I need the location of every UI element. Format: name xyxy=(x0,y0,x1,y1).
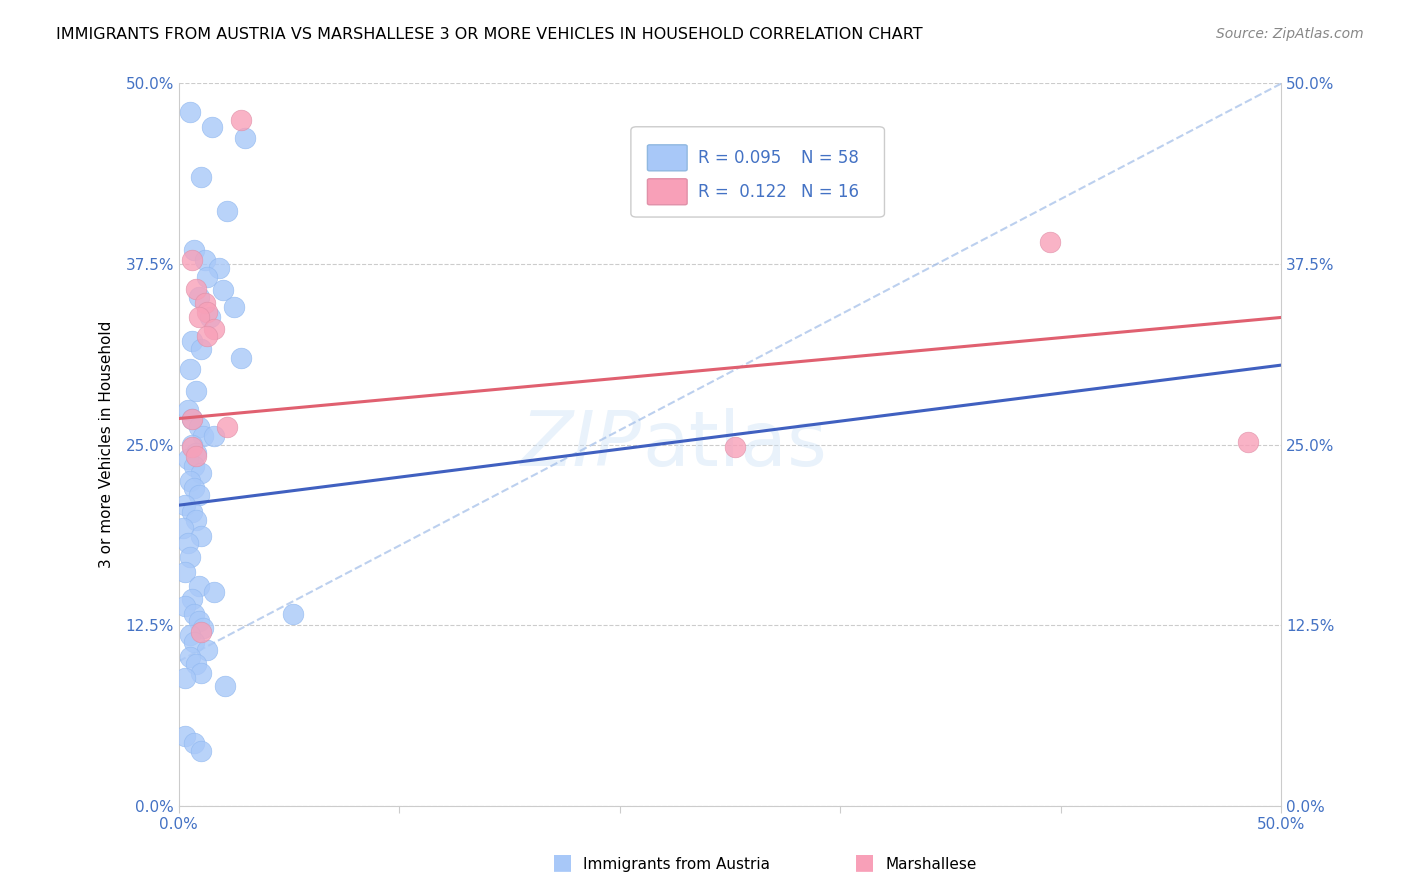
Text: Marshallese: Marshallese xyxy=(886,857,977,872)
Point xyxy=(202,429,225,443)
Point xyxy=(174,498,197,512)
Point xyxy=(197,304,219,318)
Text: atlas: atlas xyxy=(643,408,827,482)
Text: ■: ■ xyxy=(855,853,875,872)
FancyBboxPatch shape xyxy=(631,127,884,217)
FancyBboxPatch shape xyxy=(647,145,688,171)
Text: N = 58: N = 58 xyxy=(800,149,859,167)
Text: IMMIGRANTS FROM AUSTRIA VS MARSHALLESE 3 OR MORE VEHICLES IN HOUSEHOLD CORRELATI: IMMIGRANTS FROM AUSTRIA VS MARSHALLESE 3… xyxy=(56,27,922,42)
Point xyxy=(197,270,219,285)
Point xyxy=(191,621,214,635)
Point xyxy=(214,679,236,693)
Text: Source: ZipAtlas.com: Source: ZipAtlas.com xyxy=(1216,27,1364,41)
Point xyxy=(179,550,201,565)
Point xyxy=(186,384,208,398)
Point xyxy=(229,351,252,365)
Point xyxy=(217,203,239,218)
Text: ZIP: ZIP xyxy=(522,408,643,482)
Point xyxy=(187,420,209,434)
Point xyxy=(176,452,198,467)
Point xyxy=(183,459,205,474)
Point xyxy=(233,131,256,145)
Point xyxy=(179,628,201,642)
Point xyxy=(179,105,201,120)
Point xyxy=(197,642,219,657)
Point xyxy=(181,441,204,455)
Text: R =  0.122: R = 0.122 xyxy=(699,183,787,201)
Point xyxy=(202,322,225,336)
Point xyxy=(176,402,198,417)
Text: Immigrants from Austria: Immigrants from Austria xyxy=(583,857,770,872)
Point xyxy=(179,474,201,488)
Point xyxy=(187,579,209,593)
Point xyxy=(1039,235,1062,250)
Point xyxy=(186,513,208,527)
Point xyxy=(181,411,204,425)
Point xyxy=(174,729,197,743)
Point xyxy=(191,429,214,443)
Point xyxy=(183,635,205,649)
Point xyxy=(190,467,212,481)
Point xyxy=(181,505,204,519)
Point xyxy=(217,420,239,434)
Point xyxy=(174,672,197,686)
Point xyxy=(181,592,204,607)
Point xyxy=(174,599,197,614)
Point xyxy=(181,437,204,451)
Point xyxy=(186,657,208,671)
Point xyxy=(172,521,194,535)
Point xyxy=(187,488,209,502)
Point xyxy=(190,744,212,758)
Text: ■: ■ xyxy=(553,853,572,872)
FancyBboxPatch shape xyxy=(647,178,688,205)
Point xyxy=(190,625,212,640)
Point xyxy=(181,334,204,348)
Point xyxy=(176,535,198,549)
Text: N = 16: N = 16 xyxy=(800,183,859,201)
Point xyxy=(212,283,235,297)
Point xyxy=(187,614,209,628)
Point xyxy=(190,342,212,356)
Point xyxy=(229,112,252,127)
Point xyxy=(283,607,305,621)
Point xyxy=(183,737,205,751)
Point xyxy=(190,665,212,680)
Point xyxy=(202,584,225,599)
Text: R = 0.095: R = 0.095 xyxy=(699,149,782,167)
Point xyxy=(194,252,217,267)
Point xyxy=(1237,434,1260,449)
Point xyxy=(207,261,229,276)
Point xyxy=(190,528,212,542)
Point xyxy=(190,170,212,185)
Point xyxy=(723,441,745,455)
Point xyxy=(198,310,221,325)
Point xyxy=(186,281,208,295)
Point xyxy=(186,446,208,460)
Point xyxy=(187,310,209,325)
Point xyxy=(222,301,245,315)
Point xyxy=(201,120,224,134)
Point xyxy=(174,565,197,579)
Point xyxy=(181,252,204,267)
Point xyxy=(187,290,209,304)
Point xyxy=(179,362,201,376)
Y-axis label: 3 or more Vehicles in Household: 3 or more Vehicles in Household xyxy=(100,321,114,568)
Point xyxy=(186,449,208,463)
Point xyxy=(183,243,205,257)
Point xyxy=(179,649,201,664)
Point xyxy=(194,296,217,310)
Point xyxy=(197,329,219,343)
Point xyxy=(181,411,204,425)
Point xyxy=(183,607,205,621)
Point xyxy=(183,481,205,495)
